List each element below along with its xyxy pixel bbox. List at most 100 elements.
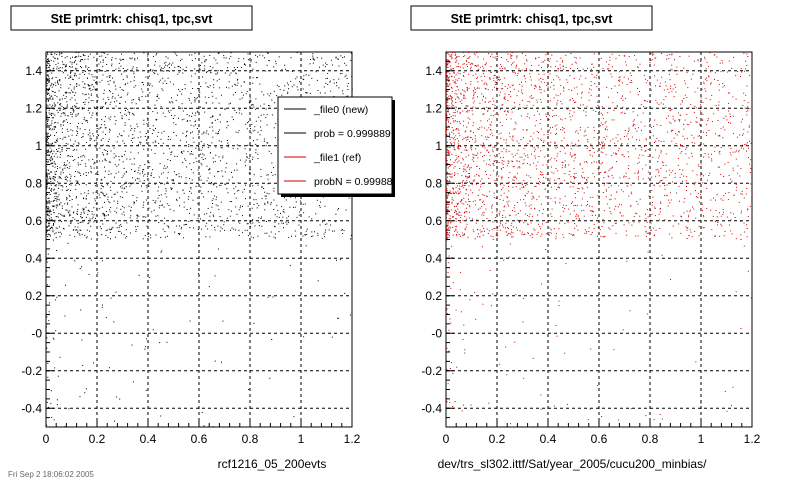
data-point bbox=[86, 229, 88, 231]
data-point bbox=[345, 209, 347, 211]
data-point bbox=[589, 154, 591, 156]
data-point bbox=[111, 65, 113, 67]
data-point bbox=[55, 126, 57, 128]
data-point bbox=[61, 207, 63, 209]
data-point bbox=[680, 173, 682, 175]
data-point bbox=[705, 134, 707, 136]
data-point bbox=[669, 88, 671, 90]
data-point bbox=[112, 95, 114, 97]
data-point bbox=[77, 162, 79, 164]
data-point bbox=[268, 60, 270, 62]
data-point bbox=[134, 170, 136, 172]
data-point bbox=[222, 155, 224, 157]
data-point bbox=[494, 74, 496, 76]
data-point bbox=[613, 152, 615, 154]
data-point bbox=[159, 205, 161, 206]
data-point bbox=[621, 111, 623, 113]
data-point bbox=[530, 76, 532, 78]
data-point bbox=[446, 217, 447, 218]
data-point bbox=[88, 159, 90, 161]
data-point bbox=[114, 164, 116, 166]
data-point bbox=[87, 68, 88, 70]
data-point bbox=[487, 110, 489, 112]
data-point bbox=[65, 77, 66, 79]
data-point bbox=[537, 147, 539, 149]
data-point bbox=[728, 110, 730, 112]
data-point bbox=[176, 200, 178, 202]
data-point bbox=[743, 100, 745, 101]
data-point bbox=[247, 223, 249, 225]
data-point bbox=[56, 399, 58, 401]
data-point bbox=[726, 119, 728, 121]
data-point bbox=[247, 235, 249, 237]
data-point bbox=[210, 117, 212, 119]
data-point bbox=[49, 151, 51, 153]
data-point bbox=[128, 182, 130, 184]
data-point bbox=[148, 276, 150, 278]
data-point bbox=[532, 138, 534, 140]
data-point bbox=[210, 69, 212, 71]
data-point bbox=[575, 144, 577, 146]
data-point bbox=[446, 232, 448, 233]
data-point bbox=[107, 236, 109, 238]
data-point bbox=[508, 181, 510, 183]
data-point bbox=[293, 416, 295, 418]
data-point bbox=[616, 106, 618, 108]
data-point bbox=[60, 171, 62, 173]
data-point bbox=[453, 111, 455, 113]
data-point bbox=[182, 132, 184, 134]
data-point bbox=[517, 229, 518, 231]
data-point bbox=[620, 215, 622, 217]
data-point bbox=[627, 143, 629, 145]
data-point bbox=[265, 70, 267, 72]
data-point bbox=[501, 125, 503, 127]
data-point bbox=[569, 181, 571, 183]
data-point bbox=[169, 148, 171, 150]
data-point bbox=[190, 124, 192, 126]
data-point bbox=[122, 89, 124, 91]
data-point bbox=[447, 83, 449, 85]
data-point bbox=[728, 192, 730, 194]
data-point bbox=[490, 235, 492, 237]
data-point bbox=[465, 176, 467, 178]
data-point bbox=[148, 233, 150, 235]
data-point bbox=[69, 92, 71, 94]
data-point bbox=[264, 191, 266, 193]
data-point bbox=[554, 197, 556, 199]
data-point bbox=[121, 191, 123, 193]
data-point bbox=[56, 132, 57, 134]
data-point bbox=[99, 197, 101, 199]
data-point bbox=[287, 91, 289, 93]
data-point bbox=[214, 229, 216, 231]
data-point bbox=[615, 222, 617, 224]
data-point bbox=[604, 122, 606, 124]
data-point bbox=[63, 136, 65, 138]
data-point bbox=[93, 207, 95, 209]
data-point bbox=[516, 55, 518, 57]
data-point bbox=[656, 79, 658, 81]
data-point bbox=[464, 233, 465, 235]
data-point bbox=[718, 166, 720, 168]
data-point bbox=[458, 98, 460, 100]
data-point bbox=[736, 186, 738, 188]
data-point bbox=[564, 160, 566, 162]
data-point bbox=[732, 115, 734, 117]
data-point bbox=[102, 193, 104, 195]
data-point bbox=[75, 229, 77, 231]
data-point bbox=[49, 235, 51, 237]
data-point bbox=[112, 77, 113, 79]
data-point bbox=[447, 80, 449, 82]
data-point bbox=[67, 143, 69, 145]
data-point bbox=[253, 204, 255, 205]
data-point bbox=[703, 216, 705, 218]
data-point bbox=[167, 57, 169, 59]
data-point bbox=[621, 189, 623, 191]
data-point bbox=[79, 173, 81, 174]
data-point bbox=[593, 148, 595, 149]
data-point bbox=[46, 158, 47, 160]
data-point bbox=[231, 85, 233, 87]
data-point bbox=[735, 98, 737, 100]
data-point bbox=[175, 174, 177, 176]
data-point bbox=[135, 179, 136, 181]
data-point bbox=[110, 206, 112, 208]
